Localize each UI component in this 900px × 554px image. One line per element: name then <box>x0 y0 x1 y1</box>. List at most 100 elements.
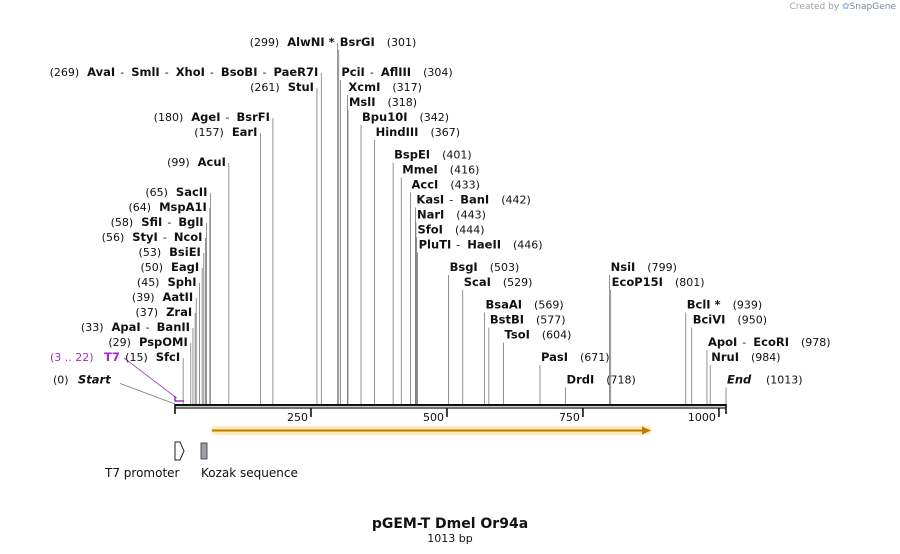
enzyme-position: (39) <box>132 291 155 304</box>
enzyme-position: (342) <box>419 111 449 124</box>
enzyme-name-bpu10i: Bpu10I <box>362 110 407 124</box>
enzyme-name-stui: StuI <box>288 80 314 94</box>
enzyme-name-afliii: AflIII <box>381 65 411 79</box>
watermark-prefix: Created by <box>789 2 840 12</box>
enzyme-name-bsobi: BsoBI <box>221 65 258 79</box>
enzyme-name-bcli: BclI * <box>687 298 721 312</box>
enzyme-name-kasi: KasI <box>416 193 444 207</box>
enzyme-position: (33) <box>81 321 104 334</box>
enzyme-position: (261) <box>250 81 280 94</box>
enzyme-position: (799) <box>647 261 677 274</box>
watermark-name: SnapGene <box>849 2 896 12</box>
label-separator: - <box>225 111 229 124</box>
end-position: (1013) <box>766 374 803 387</box>
enzyme-position: (801) <box>675 276 705 289</box>
enzyme-name-haeii: HaeII <box>467 238 501 252</box>
enzyme-position: (58) <box>111 216 134 229</box>
enzyme-name-sphi: SphI <box>167 275 196 289</box>
left-label-group: (299) AlwNI * <box>250 35 335 49</box>
left-label-group: (99) AcuI <box>167 155 226 169</box>
enzyme-position: (64) <box>129 201 152 214</box>
enzyme-name-smli: SmlI <box>131 65 160 79</box>
sequence-length: 1013 bp <box>427 532 472 545</box>
enzyme-name-bsaai: BsaAI <box>485 298 522 312</box>
left-label-group: (269) AvaI - SmlI - XhoI - BsoBI - PaeR7I <box>50 65 319 79</box>
enzyme-name-msli: MslI <box>349 95 376 109</box>
enzyme-position: (718) <box>606 374 636 387</box>
enzyme-position: (53) <box>139 246 162 259</box>
enzyme-position: (45) <box>137 276 160 289</box>
enzyme-name-pspomi: PspOMI <box>139 335 188 349</box>
ruler-tick-label: 250 <box>287 411 308 424</box>
enzyme-position: (443) <box>456 209 486 222</box>
enzyme-name-ncoi: NcoI <box>174 230 203 244</box>
enzyme-name-apoi: ApoI <box>708 335 737 349</box>
enzyme-position: (529) <box>503 276 533 289</box>
enzyme-name-scai: ScaI <box>464 275 491 289</box>
enzyme-position: (950) <box>737 314 767 327</box>
sequence-backbone <box>175 404 726 407</box>
enzyme-name-ecop15i: EcoP15I <box>612 275 663 289</box>
enzyme-position: (978) <box>801 336 831 349</box>
left-label-group: (15) SfcI <box>125 350 180 364</box>
enzyme-position: (157) <box>194 126 224 139</box>
t7-promoter-arrow-icon <box>174 441 185 461</box>
ruler-tick-label: 500 <box>423 411 444 424</box>
enzyme-name-mspa1i: MspA1I <box>159 200 207 214</box>
enzyme-name-paer7i: PaeR7I <box>273 65 318 79</box>
start-position: (0) <box>53 374 69 387</box>
enzyme-name-bstbi: BstBI <box>490 313 524 327</box>
left-label-group: (56) StyI - NcoI <box>102 230 203 244</box>
label-separator: - <box>120 66 124 79</box>
enzyme-name-bsiei: BsiEI <box>169 245 201 259</box>
t7-promoter-label: T7 promoter <box>104 466 180 480</box>
left-label-group: (50) EagI <box>140 260 199 274</box>
left-label-group: (39) AatII <box>132 290 193 304</box>
enzyme-name-nrui: NruI <box>711 350 739 364</box>
enzyme-name-sacii: SacII <box>176 185 207 199</box>
label-separator: - <box>742 336 746 349</box>
enzyme-name-sfii: SfiI <box>141 215 162 229</box>
start-label: Start <box>78 373 111 387</box>
enzyme-position: (15) <box>125 351 148 364</box>
enzyme-name-drdi: DrdI <box>567 373 595 387</box>
enzyme-position: (269) <box>50 66 80 79</box>
enzyme-position: (416) <box>450 164 480 177</box>
snapgene-watermark: Created by ✿SnapGene <box>790 2 896 12</box>
sequence-title: pGEM-T Dmel Or94a <box>372 516 528 532</box>
left-label-group: (157) EarI <box>194 125 257 139</box>
enzyme-name-mmei: MmeI <box>402 163 438 177</box>
enzyme-position: (299) <box>250 36 280 49</box>
label-separator: - <box>456 239 460 252</box>
left-label-group: (64) MspA1I <box>129 200 207 214</box>
enzyme-position: (301) <box>387 36 417 49</box>
enzyme-name-bsrfi: BsrFI <box>236 110 269 124</box>
enzyme-name-bcivi: BciVI <box>693 313 726 327</box>
enzyme-name-pluti: PluTI <box>419 238 452 252</box>
left-label-group: (33) ApaI - BanII <box>81 320 190 334</box>
left-label-group: (58) SfiI - BglI <box>111 215 204 229</box>
snapgene-logo-icon: ✿ <box>842 2 850 12</box>
enzyme-name-avai: AvaI <box>87 65 115 79</box>
kozak-sequence-box <box>200 442 208 460</box>
enzyme-position: (50) <box>140 261 163 274</box>
left-label-group: (65) SacII <box>145 185 207 199</box>
label-separator: - <box>449 194 453 207</box>
enzyme-name-bsgi: BsgI <box>450 260 478 274</box>
enzyme-position: (367) <box>430 126 460 139</box>
enzyme-name-pcii: PciI <box>341 65 364 79</box>
enzyme-position: (56) <box>102 231 125 244</box>
enzyme-name-sfci: SfcI <box>156 350 180 364</box>
label-separator: - <box>370 66 374 79</box>
start-line <box>119 383 176 405</box>
enzyme-name-agei: AgeI <box>191 110 220 124</box>
enzyme-name-alwni: AlwNI * <box>287 35 334 49</box>
enzyme-position: (317) <box>392 81 422 94</box>
left-label-group: (180) AgeI - BsrFI <box>154 110 270 124</box>
enzyme-name-eagi: EagI <box>171 260 199 274</box>
ruler: 250 500 750 1000 <box>174 404 727 424</box>
t7-label: T7 <box>104 350 120 364</box>
t7-line <box>123 357 177 399</box>
enzyme-position: (433) <box>450 179 480 192</box>
enzyme-position: (318) <box>387 96 417 109</box>
